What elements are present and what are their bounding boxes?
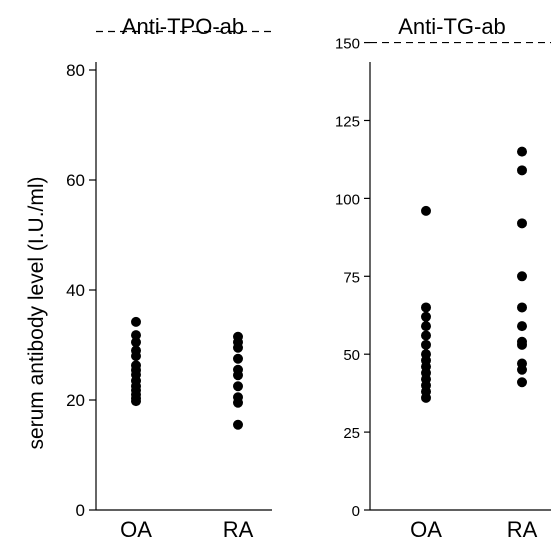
y-tick-label: 20 bbox=[66, 391, 85, 410]
data-point-ra bbox=[517, 339, 527, 350]
data-point-ra bbox=[517, 218, 527, 229]
data-point-ra bbox=[233, 370, 243, 381]
anti-tg-panel: Anti-TG-ab 0 25 50 75 100 125 150 OA RA bbox=[335, 14, 551, 542]
y-tick-label: 50 bbox=[343, 347, 360, 364]
anti-tpo-points bbox=[131, 316, 243, 430]
data-point-ra bbox=[517, 302, 527, 313]
data-point-oa bbox=[421, 339, 431, 350]
data-point-ra bbox=[517, 377, 527, 388]
y-tick-label: 125 bbox=[335, 113, 360, 130]
y-tick-label: 0 bbox=[352, 503, 360, 520]
anti-tg-categories: OA RA bbox=[410, 517, 538, 542]
anti-tpo-categories: OA RA bbox=[120, 517, 254, 542]
anti-tg-title: Anti-TG-ab bbox=[398, 14, 506, 39]
data-point-oa bbox=[421, 311, 431, 322]
y-tick-label: 25 bbox=[343, 425, 360, 442]
y-tick-label: 75 bbox=[343, 269, 360, 286]
data-point-oa bbox=[131, 396, 141, 407]
data-point-oa bbox=[421, 205, 431, 216]
data-point-ra bbox=[233, 342, 243, 353]
data-point-ra bbox=[517, 146, 527, 157]
data-point-ra bbox=[517, 165, 527, 176]
data-point-oa bbox=[131, 337, 141, 348]
data-point-oa bbox=[131, 330, 141, 341]
data-point-oa bbox=[421, 321, 431, 332]
data-point-oa bbox=[131, 316, 141, 327]
data-point-ra bbox=[233, 419, 243, 430]
anti-tpo-panel: Anti-TPO-ab serum antibody level (I.U./m… bbox=[25, 14, 272, 542]
y-tick-label: 40 bbox=[66, 281, 85, 300]
data-point-oa bbox=[421, 302, 431, 313]
y-tick-label: 60 bbox=[66, 171, 85, 190]
y-tick-label: 150 bbox=[335, 36, 360, 53]
category-label-oa: OA bbox=[410, 517, 442, 542]
data-point-ra bbox=[233, 381, 243, 392]
anti-tpo-y-ticks: 0 20 40 60 80 bbox=[66, 61, 96, 520]
anti-tg-points bbox=[421, 146, 527, 403]
data-point-ra bbox=[233, 397, 243, 408]
data-point-ra bbox=[517, 271, 527, 282]
data-point-ra bbox=[517, 364, 527, 375]
y-axis-label: serum antibody level (I.U./ml) bbox=[25, 176, 48, 449]
data-point-ra bbox=[233, 353, 243, 364]
y-tick-label: 100 bbox=[335, 191, 360, 208]
anti-tpo-title: Anti-TPO-ab bbox=[122, 14, 244, 39]
y-tick-label: 80 bbox=[66, 61, 85, 80]
category-label-ra: RA bbox=[223, 517, 254, 542]
y-tick-label: 0 bbox=[76, 501, 85, 520]
data-point-oa bbox=[421, 330, 431, 341]
data-point-oa bbox=[131, 351, 141, 361]
data-point-oa bbox=[421, 392, 431, 403]
category-label-ra: RA bbox=[507, 517, 538, 542]
category-label-oa: OA bbox=[120, 517, 152, 542]
anti-tg-y-ticks: 0 25 50 75 100 125 150 bbox=[335, 36, 370, 520]
data-point-ra bbox=[517, 321, 527, 332]
